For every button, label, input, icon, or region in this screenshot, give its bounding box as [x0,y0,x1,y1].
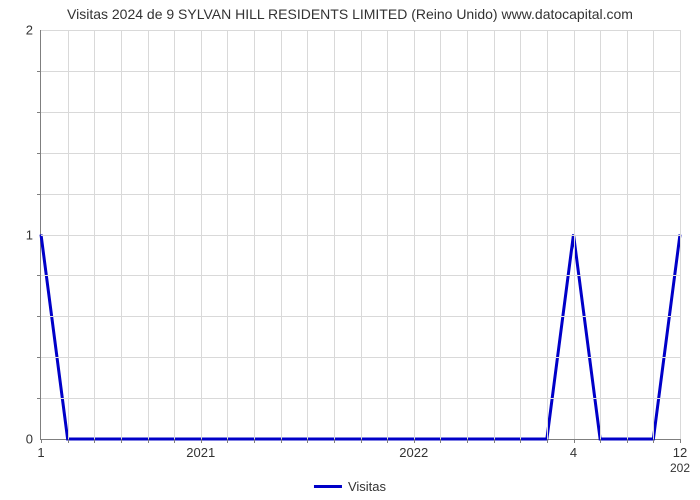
y-minor-tick [37,194,41,195]
grid-line-h [41,194,680,195]
x-minor-tick [174,439,175,443]
x-tick-label: 4 [570,445,577,460]
grid-line-h [41,398,680,399]
x-tick-label: 1 [37,445,44,460]
x-tick-label-extra: 202 [670,461,690,475]
x-minor-tick [201,439,202,443]
x-minor-tick [281,439,282,443]
grid-line-h [41,30,680,31]
grid-line-h [41,112,680,113]
grid-line-v [680,30,681,439]
x-minor-tick [414,439,415,443]
y-minor-tick [37,275,41,276]
grid-line-h [41,357,680,358]
y-minor-tick [37,357,41,358]
x-minor-tick [627,439,628,443]
y-minor-tick [37,398,41,399]
x-minor-tick [653,439,654,443]
y-tick-label: 1 [26,227,33,242]
x-minor-tick [440,439,441,443]
x-minor-tick [574,439,575,443]
x-minor-tick [387,439,388,443]
x-minor-tick [600,439,601,443]
x-minor-tick [680,439,681,443]
x-minor-tick [334,439,335,443]
plot-area: 012120212022412202 [40,30,680,440]
y-tick-label: 2 [26,23,33,38]
x-minor-tick [254,439,255,443]
x-minor-tick [494,439,495,443]
x-minor-tick [467,439,468,443]
x-minor-tick [307,439,308,443]
grid-line-h [41,275,680,276]
grid-line-h [41,235,680,236]
legend-swatch [314,485,342,488]
y-minor-tick [37,71,41,72]
grid-line-h [41,71,680,72]
chart-title: Visitas 2024 de 9 SYLVAN HILL RESIDENTS … [0,0,700,22]
grid-line-h [41,153,680,154]
x-minor-tick [148,439,149,443]
grid-line-h [41,316,680,317]
x-tick-label: 12 [673,445,687,460]
x-tick-label: 2022 [399,445,428,460]
y-tick-label: 0 [26,432,33,447]
x-minor-tick [94,439,95,443]
x-minor-tick [520,439,521,443]
x-minor-tick [361,439,362,443]
legend-label: Visitas [348,479,386,494]
x-minor-tick [547,439,548,443]
x-minor-tick [121,439,122,443]
y-minor-tick [37,153,41,154]
x-minor-tick [68,439,69,443]
legend: Visitas [314,479,386,494]
x-minor-tick [227,439,228,443]
x-tick-label: 2021 [186,445,215,460]
x-minor-tick [41,439,42,443]
y-minor-tick [37,316,41,317]
y-minor-tick [37,112,41,113]
